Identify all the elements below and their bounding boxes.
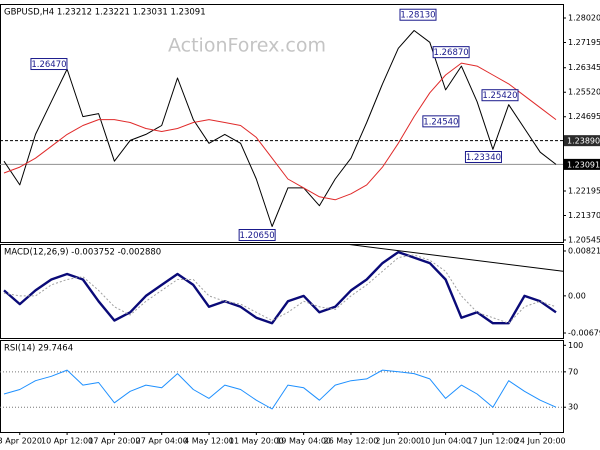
series-line <box>3 369 557 410</box>
y-tick-label: 1.28020 <box>568 13 600 22</box>
y-tick-label: 100 <box>568 341 583 350</box>
annotation-label: 1.24540 <box>423 117 458 127</box>
annotation-label: 1.28130 <box>400 11 435 21</box>
annotation-box <box>30 58 68 71</box>
x-tick-label: 17 Apr 20:00 <box>88 437 140 446</box>
panel-title: RSI(14) 29.7464 <box>4 344 73 354</box>
annotation-box <box>464 150 502 163</box>
x-tick-label: 11 May 20:00 <box>229 437 284 446</box>
panel-title: MACD(12,26,9) -0.003752 -0.002880 <box>4 248 161 258</box>
level-label: 1.23091 <box>567 160 600 169</box>
y-tick-label: 1.25520 <box>568 88 600 97</box>
panel-frame <box>0 244 564 339</box>
annotation-box <box>238 229 276 241</box>
watermark: ActionForex.com <box>168 35 326 57</box>
annotation-label: 1.23340 <box>466 153 501 163</box>
x-tick-label: 26 May 12:00 <box>324 437 379 446</box>
y-tick-label: 1.20545 <box>568 236 600 245</box>
y-tick-label: 1.27195 <box>568 38 600 47</box>
x-tick-label: 2 Jun 20:00 <box>375 437 421 446</box>
annotation-box <box>481 89 519 102</box>
x-tick-label: 27 Apr 04:00 <box>136 437 188 446</box>
x-tick-label: 3 Apr 2020 <box>0 437 42 446</box>
level-box <box>564 135 600 147</box>
y-tick-label: 0.008213 <box>568 246 600 255</box>
annotation-box <box>422 115 460 128</box>
annotation-box <box>399 8 437 21</box>
y-tick-label: 1.22195 <box>568 187 600 196</box>
level-box <box>564 158 600 170</box>
series-line <box>3 62 557 201</box>
x-tick-label: 19 May 04:00 <box>276 437 331 446</box>
annotation-box <box>432 46 470 59</box>
y-tick-label: 1.21370 <box>568 211 600 220</box>
panel-title: GBPUSD,H4 1.23212 1.23221 1.23031 1.2309… <box>4 8 206 18</box>
annotation-label: 1.20650 <box>240 231 275 241</box>
panel-frame <box>0 340 564 433</box>
x-tick-label: 4 May 12:00 <box>184 437 234 446</box>
y-tick-label: 70 <box>568 367 578 376</box>
x-tick-label: 10 Apr 12:00 <box>41 437 93 446</box>
y-tick-label: 30 <box>568 403 578 412</box>
y-tick-label: 1.26345 <box>568 63 600 72</box>
y-tick-label: 1.24695 <box>568 112 600 121</box>
annotation-label: 1.25420 <box>482 91 517 101</box>
y-tick-label: 0.00 <box>568 291 586 300</box>
series-line <box>3 254 557 324</box>
x-tick-label: 10 Jun 04:00 <box>420 437 471 446</box>
x-tick-label: 24 Jun 20:00 <box>515 437 566 446</box>
panel-frame <box>0 4 564 243</box>
annotation-label: 1.26870 <box>434 48 469 58</box>
level-label: 1.23890 <box>567 137 600 146</box>
series-line <box>3 30 557 227</box>
trend-line <box>349 243 564 272</box>
series-line <box>3 250 557 325</box>
y-tick-label: -0.006796 <box>568 329 600 338</box>
x-tick-label: 17 Jun 12:00 <box>468 437 519 446</box>
annotation-label: 1.26470 <box>31 60 66 70</box>
